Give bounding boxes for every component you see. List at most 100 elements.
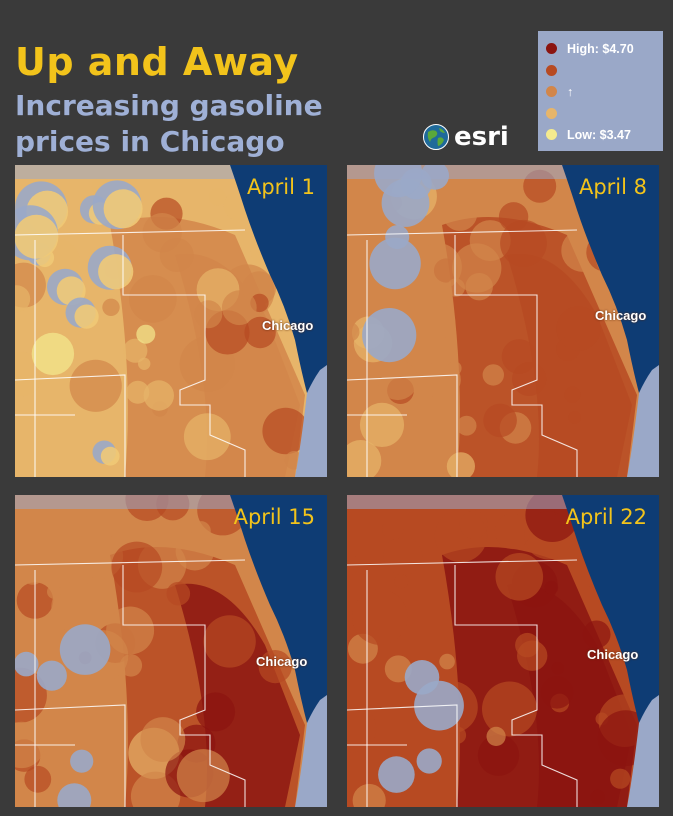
price-blotch bbox=[136, 324, 156, 344]
price-blotch bbox=[442, 196, 478, 231]
panel-date: April 1 bbox=[246, 175, 315, 199]
price-blotch bbox=[540, 676, 574, 709]
price-blotch bbox=[203, 615, 256, 668]
price-blotch bbox=[359, 402, 405, 447]
legend-label: High: $4.70 bbox=[567, 41, 634, 56]
price-blotch bbox=[556, 337, 580, 361]
price-blotch bbox=[76, 515, 105, 544]
price-blotch bbox=[447, 361, 462, 376]
price-blotch bbox=[166, 581, 191, 606]
price-blotch bbox=[377, 359, 418, 401]
price-blotch bbox=[551, 662, 564, 675]
price-surface-map bbox=[347, 495, 659, 807]
county-boundary bbox=[122, 565, 246, 807]
map-subtitle: Increasing gasoline prices in Chicago bbox=[15, 89, 323, 158]
lake-michigan bbox=[562, 495, 659, 740]
panel-date: April 8 bbox=[578, 175, 647, 199]
price-blotch bbox=[446, 452, 475, 477]
price-blotch bbox=[142, 213, 182, 253]
up-arrow-icon: ↑ bbox=[567, 84, 574, 99]
price-blotch bbox=[143, 380, 174, 411]
price-blotch bbox=[498, 202, 529, 232]
price-blotch bbox=[352, 783, 386, 807]
city-label-chicago: Chicago bbox=[587, 647, 639, 662]
county-boundary bbox=[15, 704, 126, 807]
price-blotch bbox=[100, 446, 120, 466]
price-blotch bbox=[258, 650, 292, 684]
price-blotch bbox=[477, 734, 520, 776]
price-blotch bbox=[21, 562, 44, 585]
city-label-chicago: Chicago bbox=[262, 318, 314, 333]
legend-swatch bbox=[546, 129, 557, 141]
price-blotch bbox=[140, 717, 186, 762]
price-blotch bbox=[15, 285, 31, 313]
price-blotch bbox=[221, 290, 257, 326]
price-blotch bbox=[176, 749, 230, 803]
county-boundary bbox=[15, 559, 246, 566]
price-blotch bbox=[208, 188, 227, 206]
price-blotch bbox=[262, 407, 309, 455]
price-zone bbox=[507, 253, 632, 477]
price-blotch bbox=[111, 541, 163, 593]
map-panel-april-8: April 8 Chicago bbox=[347, 165, 659, 477]
price-blotch bbox=[501, 339, 537, 374]
price-blotch bbox=[610, 768, 631, 789]
county-boundary bbox=[454, 235, 578, 477]
panel-date: April 15 bbox=[233, 505, 315, 529]
legend-item: Low: $3.47 bbox=[546, 124, 655, 146]
legend-item: High: $4.70 bbox=[546, 38, 655, 60]
price-blotch bbox=[495, 553, 544, 601]
city-label-chicago: Chicago bbox=[595, 308, 647, 323]
price-blotch bbox=[74, 304, 99, 329]
county-boundary bbox=[347, 229, 578, 236]
no-data-area bbox=[385, 225, 410, 250]
panel-date: April 22 bbox=[565, 505, 647, 529]
price-blotch bbox=[103, 189, 143, 229]
price-blotch bbox=[459, 510, 488, 539]
price-legend: High: $4.70 ↑ Low: $3.47 bbox=[538, 31, 663, 151]
price-blotch bbox=[483, 403, 517, 438]
legend-item bbox=[546, 60, 655, 82]
logo-text: esri bbox=[454, 122, 509, 152]
county-boundary bbox=[15, 229, 246, 236]
price-blotch bbox=[394, 574, 409, 589]
map-panel-april-1: April 1 Chicago bbox=[15, 165, 327, 477]
county-boundary bbox=[454, 565, 578, 807]
county-boundary bbox=[347, 704, 458, 807]
price-blotch bbox=[383, 536, 423, 576]
price-blotch bbox=[47, 584, 62, 599]
map-title: Up and Away bbox=[15, 40, 299, 84]
no-data-area bbox=[59, 624, 111, 675]
price-surface-map bbox=[15, 165, 327, 477]
globe-icon bbox=[423, 124, 449, 150]
price-blotch bbox=[590, 789, 605, 805]
no-data-area bbox=[362, 308, 417, 363]
price-blotch bbox=[347, 322, 360, 342]
price-blotch bbox=[175, 532, 214, 571]
no-data-area bbox=[36, 660, 67, 691]
price-blotch bbox=[24, 765, 52, 793]
price-blotch bbox=[194, 300, 223, 329]
price-blotch bbox=[494, 513, 531, 550]
price-blotch bbox=[81, 702, 106, 726]
price-blotch bbox=[414, 243, 462, 291]
price-blotch bbox=[456, 415, 477, 436]
no-data-area bbox=[70, 749, 94, 773]
county-boundary bbox=[347, 559, 578, 566]
indiana-shore bbox=[295, 365, 327, 477]
price-surface-map bbox=[15, 495, 327, 807]
legend-label: Low: $3.47 bbox=[567, 127, 631, 142]
county-boundary bbox=[15, 374, 126, 477]
price-blotch bbox=[31, 332, 75, 376]
county-boundary bbox=[347, 374, 458, 477]
price-blotch bbox=[482, 364, 504, 386]
no-data-area bbox=[404, 660, 440, 695]
price-blotch bbox=[102, 298, 120, 316]
price-blotch bbox=[51, 581, 103, 633]
legend-swatch bbox=[546, 107, 557, 119]
price-blotch bbox=[568, 411, 581, 424]
indiana-shore bbox=[295, 695, 327, 807]
price-blotch bbox=[123, 338, 148, 363]
price-blotch bbox=[69, 359, 122, 412]
map-panel-april-15: April 15 Chicago bbox=[15, 495, 327, 807]
